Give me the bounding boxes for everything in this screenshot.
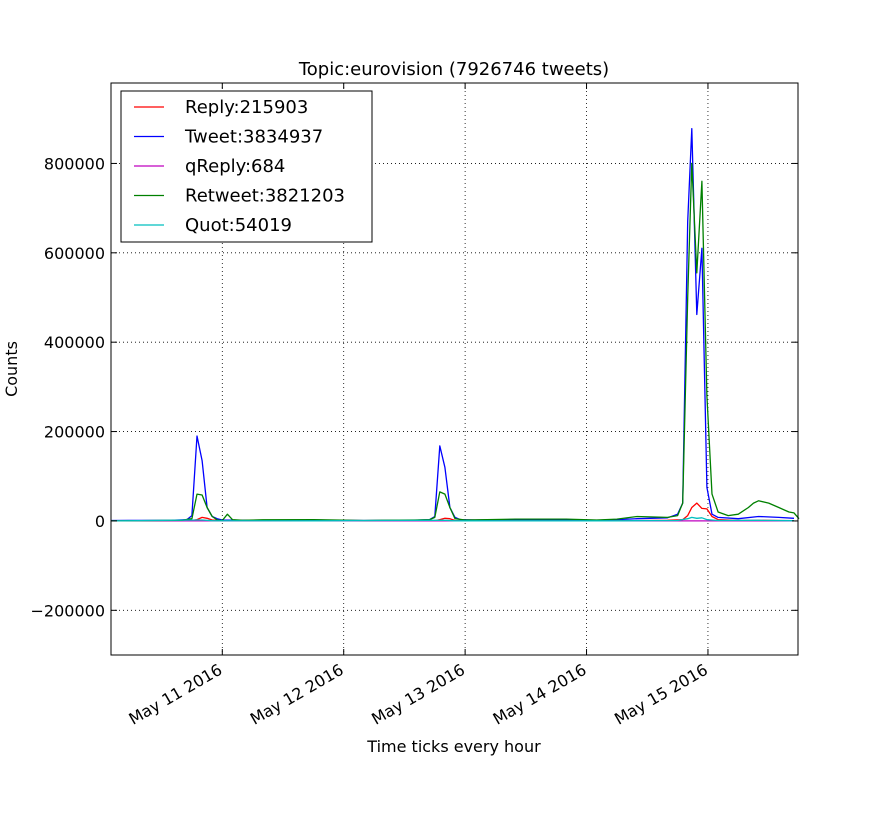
x-tick-label: May 15 2016	[611, 660, 711, 729]
plot-area-frame	[110, 82, 799, 656]
x-axis-label: Time ticks every hour	[366, 737, 541, 756]
y-tick-label: 200000	[44, 423, 105, 442]
x-tick-label: May 14 2016	[490, 660, 590, 729]
legend-label: Retweet:3821203	[185, 186, 345, 207]
y-tick-label: 800000	[44, 154, 105, 173]
chart-title: Topic:eurovision (7926746 tweets)	[298, 59, 609, 80]
y-axis-label: Counts	[2, 341, 21, 397]
y-tick-label: 0	[95, 512, 105, 531]
legend-label: qReply:684	[185, 156, 285, 177]
legend-label: Quot:54019	[185, 215, 292, 236]
x-tick-label: May 12 2016	[247, 660, 347, 729]
legend: Reply:215903 Tweet:3834937 qReply:684 Retwe…	[120, 90, 373, 243]
y-tick-label: 400000	[44, 333, 105, 352]
x-tick-label: May 13 2016	[368, 660, 468, 729]
legend-label: Tweet:3834937	[184, 127, 323, 148]
y-tick-label: 600000	[44, 244, 105, 263]
legend-label: Reply:215903	[185, 97, 308, 118]
y-tick-label: −200000	[31, 601, 105, 620]
series-line-5	[110, 516, 795, 522]
x-tick-label: May 11 2016	[125, 660, 225, 729]
series-lines	[110, 127, 800, 522]
